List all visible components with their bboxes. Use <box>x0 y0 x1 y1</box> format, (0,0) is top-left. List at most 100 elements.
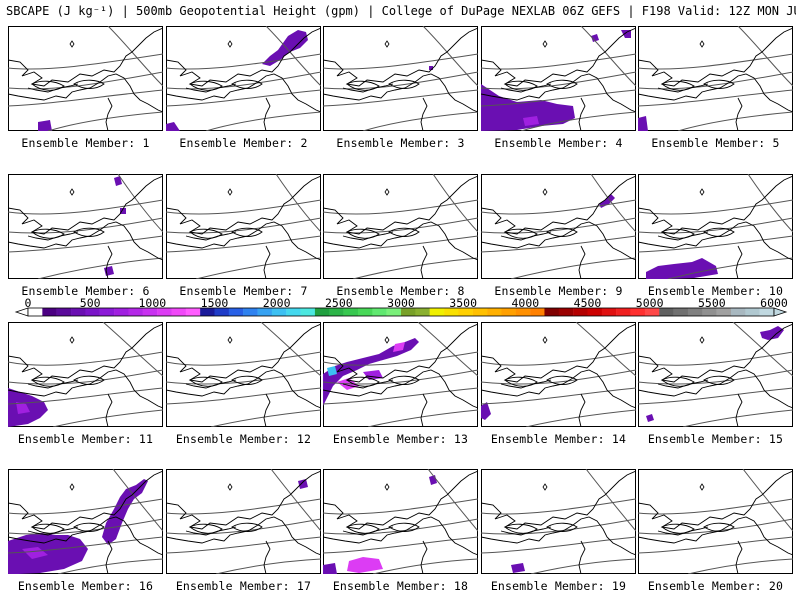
colorbar-segment <box>429 308 445 316</box>
height-contour-line <box>323 498 478 515</box>
coastline <box>73 79 105 89</box>
height-contour-line <box>166 89 321 107</box>
colorbar: 0 500 1000 1500 2000 2500 3000 3500 4000 4500 5000… <box>0 296 800 318</box>
ensemble-member-map <box>323 26 478 131</box>
height-contour-line <box>638 235 793 253</box>
height-contour-line <box>481 518 636 535</box>
map-frame <box>323 469 478 574</box>
cape-shading <box>760 326 784 340</box>
height-contour-line <box>323 217 478 234</box>
coastline <box>346 523 380 534</box>
colorbar-tick-label: 3500 <box>449 296 478 310</box>
map-frame <box>638 26 793 131</box>
colorbar-segment <box>687 308 703 316</box>
height-contour-line <box>210 409 321 427</box>
coastline <box>638 175 793 235</box>
ensemble-member-label: Ensemble Member: 14 <box>490 432 627 446</box>
cape-shading <box>262 30 308 66</box>
island-marker <box>227 483 233 491</box>
island-marker <box>699 336 705 344</box>
height-contour-line <box>481 217 636 234</box>
height-contour-line <box>481 498 636 515</box>
height-contour-line <box>481 369 636 385</box>
coastline <box>638 323 793 383</box>
colorbar-segment <box>114 308 129 316</box>
colorbar-segment <box>515 308 531 316</box>
coastline <box>388 79 420 89</box>
height-contour-line <box>638 351 793 366</box>
coastline <box>263 393 271 427</box>
colorbar-segment <box>458 308 473 316</box>
coastline <box>388 375 420 385</box>
cape-shading <box>481 402 491 420</box>
coastline <box>504 523 538 534</box>
height-contour-line <box>481 235 636 253</box>
height-contour-line <box>638 498 793 515</box>
height-contour-line <box>638 89 793 107</box>
coastline <box>504 228 538 239</box>
colorbar-tick-label: 2500 <box>324 296 353 310</box>
map-frame <box>638 469 793 574</box>
coastline <box>546 227 578 237</box>
height-contour-line <box>8 53 163 70</box>
colorbar-tick-label: 1500 <box>200 296 229 310</box>
coastline <box>735 540 743 574</box>
height-contour-line <box>367 409 478 427</box>
height-contour-line <box>215 558 321 574</box>
cape-shading <box>523 116 539 126</box>
coastline <box>189 523 223 534</box>
coastline <box>504 80 538 91</box>
coastline <box>189 228 223 239</box>
height-contour-line <box>687 558 793 574</box>
coastline <box>8 175 163 235</box>
island-marker <box>699 40 705 48</box>
colorbar-tick-label: 4500 <box>573 296 602 310</box>
ensemble-member-label: Ensemble Member: 2 <box>179 136 308 150</box>
height-contour-line <box>422 26 478 87</box>
coastline <box>73 375 105 385</box>
coastline <box>189 376 223 387</box>
height-contour-line <box>362 111 478 131</box>
coastline <box>346 376 380 387</box>
colorbar-tick-label: 0 <box>24 296 32 310</box>
colorbar-segment <box>386 308 402 316</box>
coastline <box>735 245 743 279</box>
coastline <box>231 375 263 385</box>
coastline <box>263 540 271 574</box>
coastline <box>578 540 586 574</box>
height-contour-line <box>8 518 163 535</box>
island-marker <box>542 40 548 48</box>
height-contour-line <box>8 89 163 107</box>
colorbar-segment <box>157 308 172 316</box>
height-contour-line <box>117 174 163 233</box>
height-contour-line <box>166 518 321 535</box>
colorbar-segment <box>601 308 617 316</box>
height-contour-line <box>47 111 163 131</box>
cape-shading <box>114 176 122 186</box>
coastline <box>703 227 735 237</box>
coastline <box>420 540 428 574</box>
height-contour-line <box>520 111 636 131</box>
cape-shading <box>166 122 180 131</box>
ensemble-member-label: Ensemble Member: 12 <box>175 432 312 446</box>
ensemble-member-map <box>166 469 321 574</box>
colorbar-segment <box>214 308 230 316</box>
map-frame <box>481 174 636 279</box>
height-contour-line <box>166 351 321 366</box>
colorbar-segment <box>243 308 258 316</box>
colorbar-segment <box>401 308 416 316</box>
cape-shading <box>347 557 383 573</box>
colorbar-segment <box>415 308 430 316</box>
coastline <box>8 470 163 530</box>
height-contour-line <box>166 235 321 253</box>
colorbar-tick-label: 3000 <box>387 296 415 310</box>
height-contour-line <box>166 369 321 385</box>
height-contour-line <box>481 536 636 554</box>
height-contour-line <box>323 235 478 253</box>
ensemble-member-label: Ensemble Member: 4 <box>494 136 623 150</box>
ensemble-member-label: Ensemble Member: 3 <box>336 136 465 150</box>
colorbar-segment <box>286 308 301 316</box>
colorbar-segment <box>300 308 316 316</box>
coastline <box>481 470 636 530</box>
coastline <box>546 79 578 89</box>
